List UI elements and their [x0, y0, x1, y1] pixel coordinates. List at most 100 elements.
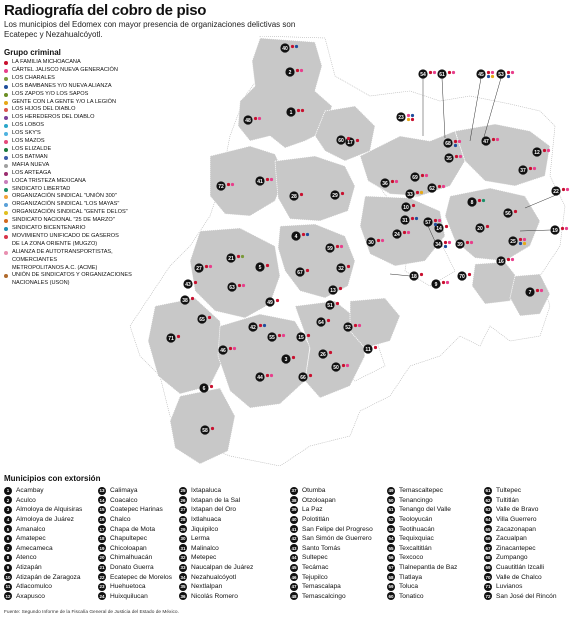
legend-label: Los Elizalde: [12, 145, 52, 152]
group-presence-dot: [265, 373, 270, 378]
legend-label: La Familia Michoacana: [12, 59, 81, 65]
marker-number: 49: [267, 300, 273, 306]
municipality-item: 14 Coacalco: [98, 496, 172, 506]
group-presence-dot: [193, 280, 198, 285]
marker-badge: [418, 69, 428, 79]
unshaded-region: [129, 36, 566, 466]
municipalities-list: 1 Acambay 2 Aculco 3 Almoloya de Alquisiras 4 A…: [4, 486, 570, 604]
municipality-number: 71: [484, 582, 492, 591]
callout-line: [441, 77, 446, 139]
municipality-number: 21: [98, 563, 106, 572]
group-presence-dot: [328, 350, 333, 355]
group-presence-dot: [444, 224, 449, 229]
legend-swatch: [4, 155, 8, 160]
legend-swatch: [4, 116, 8, 121]
marker-badge: [298, 372, 308, 382]
marker-number: 32: [338, 266, 344, 272]
municipality-item: 22 Ecatepec de Morelos: [98, 572, 172, 582]
legend-swatch: [4, 211, 8, 216]
group-presence-dot: [453, 139, 458, 144]
group-presence-dot: [406, 230, 411, 235]
municipality-marker: 58: [200, 425, 215, 435]
group-presence-dot: [522, 237, 527, 242]
municipality-item: 41 San Felipe del Progreso: [290, 524, 373, 534]
municipality-item: 69 Cuautitlán Izcalli: [484, 563, 556, 573]
legend-item: Los Mazos: [4, 138, 154, 146]
marker-badge: [366, 237, 376, 247]
marker-badge: [457, 271, 467, 281]
municipality-name: Aculco: [16, 496, 36, 504]
municipality-name: Zumpango: [496, 554, 528, 562]
region-metro-center: [359, 195, 446, 267]
marker-number: 38: [182, 298, 188, 304]
municipality-marker: 11: [363, 344, 378, 354]
municipality-number: 36: [179, 592, 187, 601]
municipality-number: 9: [4, 563, 12, 572]
municipality-number: 56: [387, 553, 395, 562]
municipality-marker: 23: [396, 112, 415, 122]
marker-number: 50: [333, 365, 339, 371]
municipality-item: 6 Amatepec: [4, 534, 82, 544]
marker-number: 28: [291, 194, 297, 200]
region-northwest: [209, 145, 286, 217]
marker-badge: [291, 231, 301, 241]
marker-badge: [199, 383, 209, 393]
marker-number: 41: [257, 179, 263, 185]
municipality-marker: 60: [336, 135, 351, 145]
legend-swatch: [4, 147, 8, 152]
group-presence-dot: [560, 226, 565, 231]
group-presence-dot: [419, 272, 424, 277]
municipality-marker: 31: [400, 215, 419, 225]
group-presence-dot: [420, 173, 425, 178]
group-presence-dot: [410, 216, 415, 221]
group-presence-dot: [457, 139, 462, 144]
marker-number: 31: [402, 218, 408, 224]
marker-number: 45: [478, 72, 484, 78]
municipality-item: 4 Almoloya de Juárez: [4, 515, 82, 525]
municipality-item: 55 Texcaltitlán: [387, 544, 457, 554]
municipality-item: 51 Tenango del Valle: [387, 505, 457, 515]
municipalities-column: 13 Calimaya 14 Coacalco 15 Coatepec Harinas 16…: [98, 486, 172, 601]
region-center: [277, 223, 356, 299]
municipalities-column: 1 Acambay 2 Aculco 3 Almoloya de Alquisiras 4 A…: [4, 486, 82, 601]
legend-swatch: [4, 76, 8, 81]
municipalities-column: 61 Tultepec 62 Tultitlán 63 Valle de Bravo 64 V…: [484, 486, 556, 601]
municipality-name: Huehuetoca: [110, 583, 146, 591]
legend-item: Los Zapos y/o Los Sapos: [4, 91, 154, 99]
municipality-marker: 13: [328, 285, 343, 295]
municipality-number: 13: [98, 486, 106, 495]
municipality-number: 16: [98, 515, 106, 524]
municipality-name: Texcoco: [399, 554, 424, 562]
marker-badge: [396, 112, 406, 122]
municipality-marker: 19: [550, 225, 569, 235]
marker-badge: [331, 362, 341, 372]
municipality-marker: 51: [325, 300, 340, 310]
legend-label: Los Lobos: [12, 122, 45, 129]
municipality-marker: 35: [444, 153, 463, 163]
municipality-marker: 25: [508, 236, 527, 246]
municipality-name: Chapultepec: [110, 535, 148, 543]
marker-badge: [216, 181, 226, 191]
municipality-number: 67: [484, 544, 492, 553]
group-presence-dot: [467, 272, 472, 277]
municipality-name: Sultepec: [302, 554, 328, 562]
municipality-number: 7: [4, 544, 12, 553]
group-presence-dot: [269, 177, 274, 182]
legend-item: Los Sky's: [4, 130, 154, 138]
municipality-name: Temascalapa: [302, 583, 341, 591]
group-presence-dot: [306, 333, 311, 338]
group-presence-dot: [564, 226, 569, 231]
municipality-number: 12: [4, 592, 12, 601]
group-presence-dot: [437, 184, 442, 189]
municipality-marker: 28: [289, 191, 304, 201]
municipality-item: 19 Chicoloapan: [98, 544, 172, 554]
municipality-number: 64: [484, 515, 492, 524]
group-presence-dot: [454, 154, 459, 159]
marker-badge: [481, 136, 491, 146]
municipality-marker: 1: [286, 107, 305, 117]
municipality-number: 42: [290, 534, 298, 543]
group-presence-dot: [335, 301, 340, 306]
marker-number: 42: [250, 325, 256, 331]
municipality-marker: 50: [331, 362, 350, 372]
group-presence-dot: [299, 192, 304, 197]
